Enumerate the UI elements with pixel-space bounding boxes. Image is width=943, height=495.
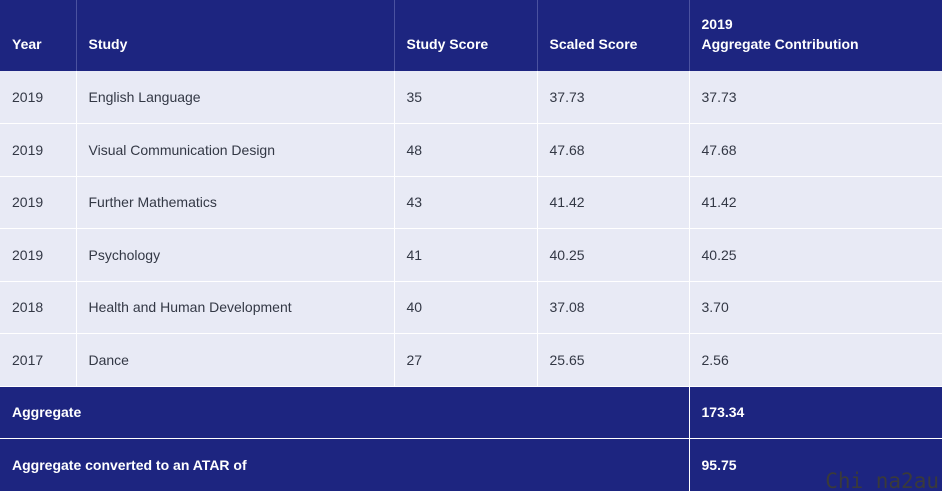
cell-contribution: 3.70	[689, 281, 942, 334]
cell-study: English Language	[76, 71, 395, 124]
table-footer: Aggregate 173.34 Aggregate converted to …	[0, 386, 942, 492]
header-aggregate-year: 2019	[701, 16, 733, 32]
cell-scaled-score: 37.08	[537, 281, 690, 334]
cell-study-score: 43	[394, 176, 538, 229]
cell-scaled-score: 37.73	[537, 71, 690, 124]
cell-study-score: 27	[394, 333, 538, 387]
cell-study-score: 41	[394, 228, 538, 282]
cell-study-score: 40	[394, 281, 538, 334]
aggregate-label: Aggregate	[0, 386, 690, 439]
cell-study: Further Mathematics	[76, 176, 395, 229]
cell-scaled-score: 41.42	[537, 176, 690, 229]
cell-year: 2019	[0, 123, 77, 177]
cell-study: Psychology	[76, 228, 395, 282]
cell-year: 2019	[0, 71, 77, 124]
cell-year: 2019	[0, 176, 77, 229]
atar-row: Aggregate converted to an ATAR of 95.75	[0, 438, 942, 492]
table-row: 2017 Dance 27 25.65 2.56	[0, 333, 942, 387]
header-scaled-score: Scaled Score	[537, 0, 690, 71]
header-study-score: Study Score	[394, 0, 538, 71]
cell-contribution: 37.73	[689, 71, 942, 124]
aggregate-value: 173.34	[689, 386, 942, 439]
cell-study-score: 35	[394, 71, 538, 124]
header-aggregate-contribution: 2019 Aggregate Contribution	[689, 0, 942, 71]
table-header: Year Study Study Score Scaled Score 2019…	[0, 0, 942, 71]
atar-label: Aggregate converted to an ATAR of	[0, 438, 690, 492]
cell-contribution: 41.42	[689, 176, 942, 229]
cell-study: Dance	[76, 333, 395, 387]
cell-year: 2017	[0, 333, 77, 387]
header-year: Year	[0, 0, 77, 71]
table-row: 2019 Further Mathematics 43 41.42 41.42	[0, 176, 942, 229]
cell-contribution: 40.25	[689, 228, 942, 282]
cell-scaled-score: 25.65	[537, 333, 690, 387]
cell-year: 2019	[0, 228, 77, 282]
cell-study: Visual Communication Design	[76, 123, 395, 177]
atar-value: 95.75	[689, 438, 942, 492]
table-row: 2019 Visual Communication Design 48 47.6…	[0, 123, 942, 177]
table-body: 2019 English Language 35 37.73 37.73 201…	[0, 71, 942, 387]
aggregate-row: Aggregate 173.34	[0, 386, 942, 439]
table-row: 2018 Health and Human Development 40 37.…	[0, 281, 942, 334]
header-study: Study	[76, 0, 395, 71]
header-aggregate-label: Aggregate Contribution	[701, 36, 859, 52]
table-row: 2019 English Language 35 37.73 37.73	[0, 71, 942, 124]
cell-study: Health and Human Development	[76, 281, 395, 334]
watermark: Chi na2au	[825, 469, 939, 493]
cell-scaled-score: 40.25	[537, 228, 690, 282]
cell-contribution: 2.56	[689, 333, 942, 387]
cell-contribution: 47.68	[689, 123, 942, 177]
cell-year: 2018	[0, 281, 77, 334]
cell-study-score: 48	[394, 123, 538, 177]
cell-scaled-score: 47.68	[537, 123, 690, 177]
table-row: 2019 Psychology 41 40.25 40.25	[0, 228, 942, 282]
header-row: Year Study Study Score Scaled Score 2019…	[0, 0, 942, 71]
